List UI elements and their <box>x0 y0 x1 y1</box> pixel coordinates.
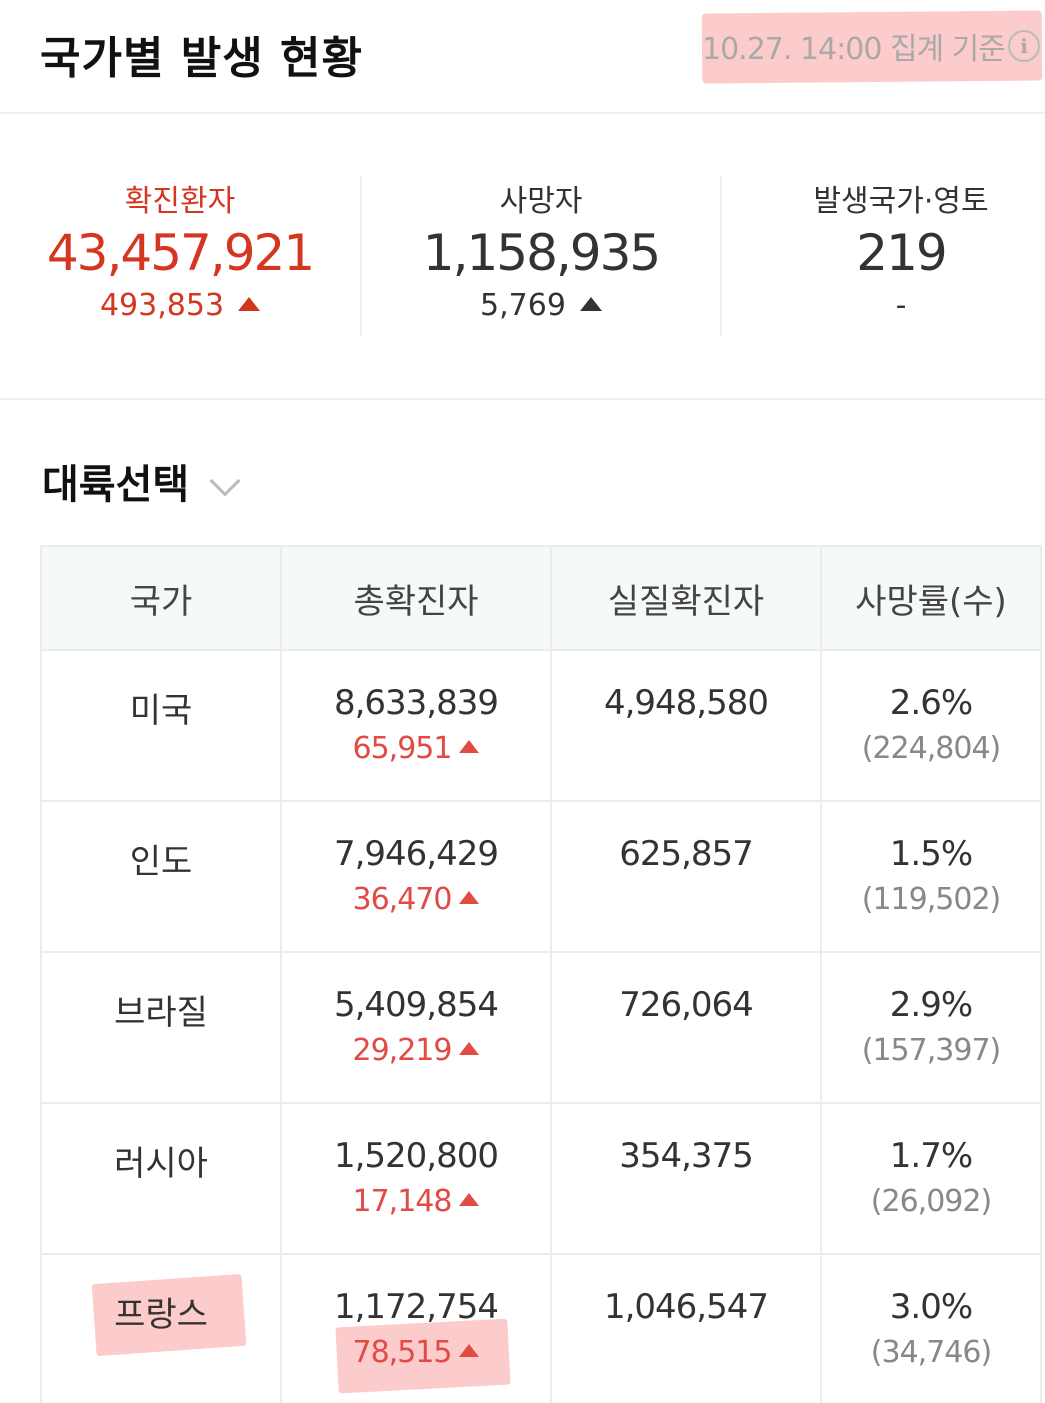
death-count: (157,397) <box>861 1033 1001 1068</box>
triangle-up-icon <box>459 1042 480 1055</box>
new-cases: 78,515 <box>353 1335 480 1370</box>
table-header-row: 국가 총확진자 실질확진자 사망률(수) <box>40 545 1042 651</box>
stat-delta-value: 5,769 <box>480 288 566 323</box>
active-cases: 1,046,547 <box>603 1287 769 1327</box>
new-cases: 65,951 <box>282 731 550 766</box>
death-count: (34,746) <box>870 1335 992 1370</box>
triangle-up-icon <box>459 891 480 904</box>
table-row: 프랑스 1,172,754 78,515 1,046,547 3.0% (34,74… <box>40 1253 1042 1403</box>
total-confirmed: 7,946,429 <box>333 834 499 874</box>
page-header: 국가별 발생 현황 10.27. 14:00 집계 기준 i <box>0 0 1045 114</box>
new-cases-value: 65,951 <box>352 731 453 766</box>
death-rate: 1.5% <box>889 834 973 874</box>
death-rate: 2.6% <box>889 683 973 723</box>
stat-delta: 493,853 <box>0 288 360 323</box>
table-row: 인도 7,946,429 36,470 625,857 1.5% (119,502) <box>40 800 1042 953</box>
country-name: 인도 <box>129 842 193 882</box>
stat-delta: - <box>895 288 907 323</box>
triangle-up-icon <box>459 1344 480 1357</box>
table-row: 브라질 5,409,854 29,219 726,064 2.9% (157,397… <box>40 951 1042 1104</box>
country-name: 러시아 <box>114 1144 208 1184</box>
total-confirmed: 1,520,800 <box>333 1136 499 1176</box>
country-name: 미국 <box>129 691 193 731</box>
aggregation-basis: 10.27. 14:00 집계 기준 <box>702 32 1006 67</box>
page-title: 국가별 발생 현황 <box>40 33 363 84</box>
stat-countries: 발생국가·영토 219 - <box>720 176 1045 336</box>
stat-label: 확진환자 <box>124 184 236 219</box>
stat-value: 219 <box>856 224 947 282</box>
stat-label: 발생국가·영토 <box>813 184 989 219</box>
new-cases-value: 29,219 <box>352 1033 453 1068</box>
triangle-up-icon <box>459 1193 480 1206</box>
total-confirmed: 1,172,754 <box>333 1287 499 1327</box>
column-header-death-rate: 사망률(수) <box>820 545 1042 651</box>
active-cases: 4,948,580 <box>603 683 769 723</box>
continent-select[interactable]: 대륙선택 <box>42 462 190 508</box>
triangle-up-icon <box>459 740 480 753</box>
new-cases: 29,219 <box>282 1033 550 1068</box>
stat-confirmed: 확진환자 43,457,921 493,853 <box>0 176 360 336</box>
country-table: 국가 총확진자 실질확진자 사망률(수) 미국 8,633,839 65,951 … <box>40 545 1042 1403</box>
stat-delta-value: 493,853 <box>99 288 225 323</box>
new-cases-value: 17,148 <box>352 1184 453 1219</box>
active-cases: 354,375 <box>619 1136 754 1176</box>
new-cases-value: 78,515 <box>352 1335 453 1370</box>
death-count: (26,092) <box>870 1184 992 1219</box>
active-cases: 726,064 <box>619 985 754 1025</box>
death-count: (224,804) <box>861 731 1001 766</box>
stat-delta: 5,769 <box>362 288 720 323</box>
table-row: 러시아 1,520,800 17,148 354,375 1.7% (26,092) <box>40 1102 1042 1255</box>
death-rate: 3.0% <box>889 1287 973 1327</box>
death-count: (119,502) <box>861 882 1001 917</box>
summary-stats: 확진환자 43,457,921 493,853 사망자 1,158,935 5,… <box>0 116 1045 400</box>
stat-label: 사망자 <box>499 184 583 219</box>
triangle-up-icon <box>238 296 261 311</box>
column-header-country: 국가 <box>40 545 282 651</box>
info-icon[interactable]: i <box>1008 30 1040 62</box>
country-name: 브라질 <box>114 993 208 1033</box>
stat-value: 43,457,921 <box>46 224 315 282</box>
new-cases-value: 36,470 <box>352 882 453 917</box>
table-row: 미국 8,633,839 65,951 4,948,580 2.6% (224,80… <box>40 649 1042 802</box>
country-name: 프랑스 <box>114 1287 208 1336</box>
column-header-total: 총확진자 <box>280 545 552 651</box>
death-rate: 2.9% <box>889 985 973 1025</box>
new-cases: 17,148 <box>282 1184 550 1219</box>
total-confirmed: 5,409,854 <box>333 985 499 1025</box>
new-cases: 36,470 <box>282 882 550 917</box>
death-rate: 1.7% <box>889 1136 973 1176</box>
stat-value: 1,158,935 <box>422 224 661 282</box>
stat-deaths: 사망자 1,158,935 5,769 <box>360 176 720 336</box>
active-cases: 625,857 <box>619 834 754 874</box>
triangle-up-icon <box>579 296 602 311</box>
column-header-active: 실질확진자 <box>550 545 822 651</box>
chevron-down-icon[interactable] <box>209 465 241 497</box>
total-confirmed: 8,633,839 <box>333 683 499 723</box>
